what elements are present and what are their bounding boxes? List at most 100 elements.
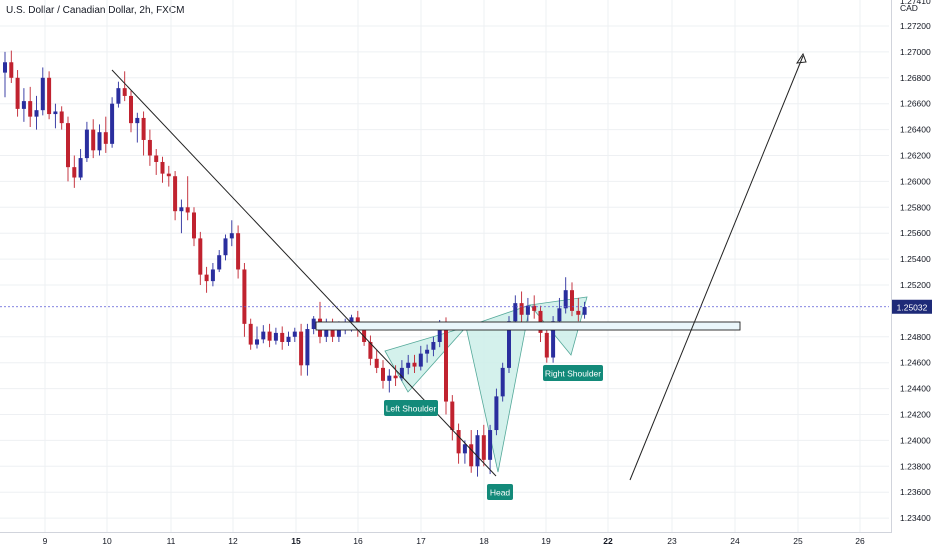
candle-body bbox=[494, 396, 499, 431]
candle-body bbox=[210, 269, 215, 282]
candle-body bbox=[557, 308, 562, 322]
x-tick-label: 17 bbox=[416, 536, 426, 546]
y-tick-label: 1.25600 bbox=[900, 228, 931, 238]
candle-body bbox=[217, 255, 222, 270]
candle-body bbox=[406, 362, 411, 368]
candle-body bbox=[255, 339, 259, 345]
candle-body bbox=[116, 88, 121, 104]
candle-body bbox=[34, 110, 39, 117]
candle-body bbox=[292, 331, 297, 337]
candle-body bbox=[84, 129, 89, 159]
candle-body bbox=[412, 362, 417, 367]
pattern-label-bg bbox=[543, 365, 603, 381]
candle-body bbox=[261, 331, 266, 340]
x-tick-label: 26 bbox=[855, 536, 865, 546]
y-tick-label: 1.26400 bbox=[900, 125, 931, 135]
pattern-labels: Left Shoulder Head Right Shoulder bbox=[384, 365, 603, 500]
candle-body bbox=[21, 101, 26, 109]
candle-body bbox=[462, 444, 467, 454]
x-tick-label: 9 bbox=[43, 536, 48, 546]
candle-body bbox=[110, 103, 115, 144]
y-tick-label: 1.24600 bbox=[900, 358, 931, 368]
candle-body bbox=[532, 305, 537, 311]
y-tick-label: 1.23600 bbox=[900, 487, 931, 497]
x-tick-label: 25 bbox=[793, 536, 803, 546]
candle-body bbox=[544, 332, 549, 358]
candle-body bbox=[59, 111, 64, 124]
candle-body bbox=[311, 318, 316, 330]
candle-body bbox=[173, 176, 178, 212]
drawings[interactable] bbox=[111, 52, 807, 481]
y-tick-label: 1.26600 bbox=[900, 99, 931, 109]
candle-body bbox=[66, 123, 70, 168]
candle-body bbox=[437, 322, 442, 342]
candle-body bbox=[122, 88, 127, 96]
candle-body bbox=[28, 101, 33, 117]
y-tick-label: 1.27000 bbox=[900, 47, 931, 57]
candle-body bbox=[513, 303, 518, 322]
projection-arrow-line bbox=[629, 55, 804, 481]
candle-body bbox=[229, 233, 234, 239]
current-price: 1.25032 bbox=[0, 299, 932, 314]
candle-body bbox=[236, 233, 241, 270]
y-tick-label: 1.24200 bbox=[900, 410, 931, 420]
candle-body bbox=[9, 62, 14, 78]
candle-body bbox=[78, 158, 83, 178]
candle-body bbox=[198, 238, 203, 275]
x-tick-label: 24 bbox=[730, 536, 740, 546]
neckline-box bbox=[315, 321, 741, 331]
time-axis: 9 10 11 12 15 16 17 18 19 22 23 24 25 26 bbox=[0, 532, 892, 546]
candle-body bbox=[72, 167, 77, 178]
candle-body bbox=[40, 77, 45, 111]
projection-arrowhead bbox=[795, 52, 807, 64]
candle-body bbox=[500, 367, 505, 397]
pattern-label-bg bbox=[384, 400, 438, 416]
candle-body bbox=[576, 310, 581, 315]
candle-body bbox=[97, 132, 102, 151]
x-tick-label: 15 bbox=[291, 536, 301, 546]
candle-body bbox=[563, 290, 568, 309]
y-tick-label: 1.24800 bbox=[900, 332, 931, 342]
y-tick-label: 1.23800 bbox=[900, 461, 931, 471]
candle-body bbox=[368, 341, 373, 359]
candle-body bbox=[154, 155, 159, 162]
currency-label: CAD bbox=[900, 3, 918, 13]
candle-body bbox=[129, 95, 133, 124]
y-tick-label: 1.27200 bbox=[900, 21, 931, 31]
y-tick-label: 1.25400 bbox=[900, 254, 931, 264]
candle-body bbox=[204, 274, 209, 282]
candle-body bbox=[248, 323, 253, 345]
candle-body bbox=[135, 117, 140, 124]
pattern-label: Head bbox=[490, 488, 511, 498]
candle-body bbox=[582, 307, 587, 315]
candle-body bbox=[273, 332, 278, 341]
x-tick-label: 18 bbox=[479, 536, 489, 546]
x-tick-label: 10 bbox=[102, 536, 112, 546]
head-area bbox=[465, 304, 531, 473]
candle-body bbox=[456, 430, 461, 454]
candle-body bbox=[488, 430, 493, 460]
candle-body bbox=[551, 321, 556, 358]
current-price-tag bbox=[892, 299, 932, 314]
candle-body bbox=[444, 322, 448, 402]
candle-body bbox=[336, 326, 341, 337]
candle-body bbox=[242, 269, 247, 324]
candle-body bbox=[299, 331, 304, 366]
candle-body bbox=[570, 290, 574, 311]
x-tick-label: 23 bbox=[667, 536, 677, 546]
candle-body bbox=[160, 161, 165, 174]
candle-body bbox=[481, 435, 486, 460]
candle-body bbox=[450, 401, 455, 431]
x-tick-label: 12 bbox=[228, 536, 238, 546]
current-price-value: 1.25032 bbox=[897, 302, 928, 312]
y-tick-label: 1.26000 bbox=[900, 176, 931, 186]
pattern-label: Left Shoulder bbox=[386, 404, 437, 414]
chart-title: U.S. Dollar / Canadian Dollar, 2h, FXCM bbox=[6, 5, 185, 16]
candle-body bbox=[286, 336, 291, 342]
candle-body bbox=[507, 321, 511, 368]
candle-body bbox=[425, 349, 430, 354]
gridlines bbox=[0, 0, 889, 532]
candle-body bbox=[280, 332, 285, 342]
pattern-label: Right Shoulder bbox=[545, 369, 601, 379]
